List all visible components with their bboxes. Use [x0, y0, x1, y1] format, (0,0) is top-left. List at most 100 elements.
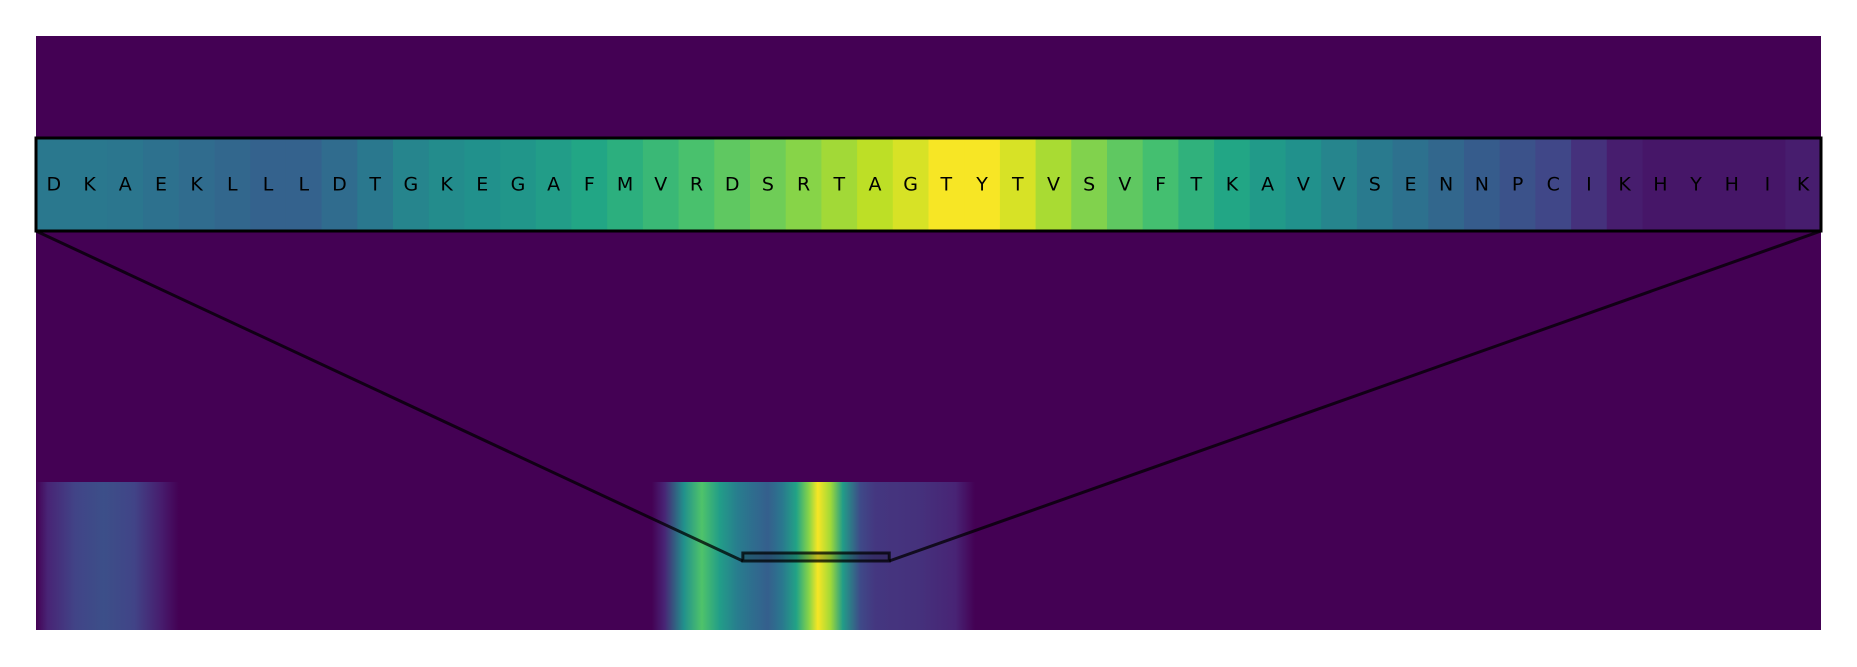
residue-label: V — [1333, 174, 1346, 196]
residue-label: S — [1369, 174, 1381, 196]
heatmap-cell — [107, 138, 144, 231]
residue-label: T — [1011, 174, 1024, 196]
heatmap-cell — [1464, 138, 1501, 231]
residue-label: K — [440, 174, 453, 196]
residue-label: D — [725, 174, 740, 196]
residue-label: Y — [1689, 174, 1702, 196]
heatmap-cell — [1321, 138, 1358, 231]
heatmap-cell — [607, 138, 644, 231]
zoom-connector-left — [35, 229, 744, 563]
residue-label: F — [584, 174, 595, 196]
heatmap-cell — [36, 138, 73, 231]
heatmap-cell — [999, 138, 1037, 231]
heatmap-cell — [678, 138, 715, 231]
heatmap-cell — [500, 138, 537, 231]
residue-label: K — [1618, 174, 1631, 196]
residue-label: H — [1653, 174, 1667, 196]
residue-label: C — [1547, 174, 1560, 196]
residue-label: L — [227, 174, 238, 196]
zoom-window-frame — [34, 136, 1823, 233]
residue-label: V — [654, 174, 667, 196]
heatmap-cell — [1571, 138, 1608, 231]
residue-label: D — [332, 174, 347, 196]
residue-label: S — [1083, 174, 1095, 196]
heatmap-cell — [1142, 138, 1179, 231]
heatmap-cell — [71, 138, 108, 231]
heatmap-cell — [1285, 138, 1322, 231]
heatmap-cell — [1713, 138, 1751, 231]
heatmap-cell — [321, 138, 358, 231]
residue-label: H — [1725, 174, 1739, 196]
residue-label: G — [903, 174, 918, 196]
heatmap-cell — [1499, 138, 1536, 231]
overview-zoom-box — [741, 551, 891, 563]
zoom-heatmap-cells — [36, 138, 1822, 231]
residue-label: F — [1155, 174, 1166, 196]
residue-label: A — [868, 174, 881, 196]
heatmap-cell — [642, 138, 680, 231]
heatmap-cell — [1071, 138, 1108, 231]
heatmap-cell — [750, 138, 787, 231]
heatmap-cell — [1392, 138, 1429, 231]
residue-label: R — [797, 174, 810, 196]
heatmap-cell — [892, 138, 930, 231]
residue-label: K — [1226, 174, 1239, 196]
heatmap-cell — [393, 138, 430, 231]
residue-label: V — [1047, 174, 1060, 196]
heatmap-cell — [1678, 138, 1715, 231]
residue-label: A — [1261, 174, 1274, 196]
heatmap-cell — [357, 138, 394, 231]
heatmap-cell — [178, 138, 216, 231]
overview-heatmap-track — [36, 482, 1821, 630]
residue-label: E — [1404, 174, 1416, 196]
heatmap-cell — [1428, 138, 1465, 231]
residue-label: E — [476, 174, 488, 196]
heatmap-cell — [1642, 138, 1679, 231]
heatmap-cell — [250, 138, 287, 231]
residue-label: A — [547, 174, 560, 196]
residue-label: V — [1297, 174, 1310, 196]
heatmap-cell — [464, 138, 501, 231]
zoom-connector-right — [888, 229, 1822, 563]
heatmap-cell — [928, 138, 965, 231]
residue-label: R — [690, 174, 703, 196]
heatmap-cell — [1749, 138, 1786, 231]
heatmap-cell — [428, 138, 465, 231]
residue-label: I — [1586, 174, 1592, 196]
heatmap-cell — [1178, 138, 1215, 231]
heatmap-cell — [1249, 138, 1287, 231]
residue-label: T — [940, 174, 953, 196]
heatmap-cell — [214, 138, 251, 231]
residue-label: K — [83, 174, 96, 196]
heatmap-cell — [821, 138, 858, 231]
residue-label: G — [511, 174, 526, 196]
heatmap-cell — [1535, 138, 1572, 231]
residue-label: T — [832, 174, 845, 196]
heatmap-cell — [571, 138, 608, 231]
residue-label: E — [155, 174, 167, 196]
residue-label: T — [1189, 174, 1202, 196]
heatmap-cell — [857, 138, 894, 231]
residue-label: S — [762, 174, 774, 196]
residue-label: P — [1512, 174, 1523, 196]
heatmap-cell — [1035, 138, 1072, 231]
heatmap-cell — [1356, 138, 1394, 231]
heatmap-cell — [714, 138, 751, 231]
heatmap-cell — [143, 138, 180, 231]
residue-label: D — [47, 174, 62, 196]
residue-label: A — [119, 174, 132, 196]
residue-label: K — [190, 174, 203, 196]
residue-label: N — [1439, 174, 1453, 196]
heatmap-cell — [1785, 138, 1822, 231]
heatmap-cell — [1606, 138, 1644, 231]
heatmap-cell — [1214, 138, 1251, 231]
heatmap-cell — [535, 138, 573, 231]
residue-label: G — [403, 174, 418, 196]
residue-label: T — [368, 174, 381, 196]
heatmap-cell — [964, 138, 1001, 231]
heatmap-cell — [285, 138, 323, 231]
residue-label: L — [298, 174, 309, 196]
heatmap-cell — [785, 138, 822, 231]
residue-label: L — [263, 174, 274, 196]
